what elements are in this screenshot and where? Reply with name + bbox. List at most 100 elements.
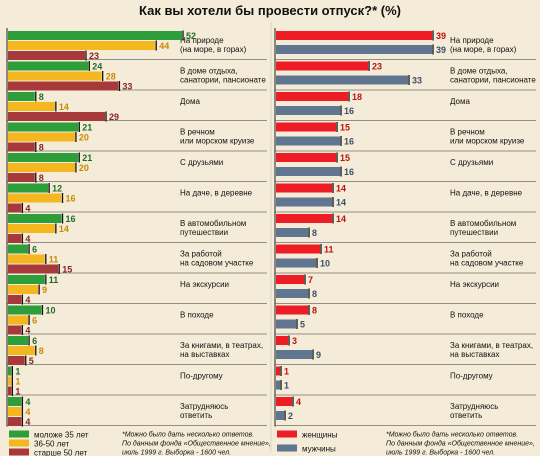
bar [276, 136, 340, 146]
data-label: 8 [39, 173, 44, 183]
data-label: 29 [109, 112, 119, 122]
category-label: На экскурсии [180, 280, 229, 289]
category-label: В доме отдыха, санатории, пансионате [180, 67, 266, 85]
data-label: 21 [82, 123, 92, 133]
bar [276, 45, 432, 54]
data-label: 16 [344, 106, 354, 116]
data-label: 16 [344, 137, 354, 147]
category-label-line: С друзьями [450, 158, 493, 167]
bar [276, 183, 332, 193]
bar [8, 224, 55, 233]
category-label: Дома [180, 97, 200, 106]
category-label-line: На экскурсии [180, 280, 229, 289]
category-label-line: ответить [450, 411, 482, 420]
legend-swatch [9, 448, 29, 456]
category-label: В автомобильном путешествии [450, 219, 516, 237]
category-label-line: (на море, в горах) [180, 45, 247, 54]
category-label-line: Затрудняюсь [180, 402, 228, 411]
data-label: 18 [352, 92, 362, 102]
data-label: 4 [25, 397, 30, 407]
category-label-line: В автомобильном [450, 219, 516, 228]
bar [8, 183, 49, 193]
data-label: 8 [39, 92, 44, 102]
data-label: 24 [92, 62, 102, 72]
footnote: *Можно было дать несколько ответов. По да… [386, 431, 535, 456]
category-label: На даче, в деревне [180, 189, 253, 198]
bar [276, 197, 332, 207]
data-label: 9 [42, 285, 47, 295]
data-label: 14 [59, 102, 69, 112]
data-label: 5 [29, 356, 34, 366]
legend-label: моложе 35 лет [34, 431, 89, 440]
bar [8, 315, 29, 325]
category-label-line: Дома [450, 97, 470, 106]
bar [8, 325, 22, 335]
bar [276, 228, 308, 237]
category-label: На природе (на море, в горах) [450, 36, 517, 54]
category-label: За работой на садовом участке [180, 250, 254, 268]
bar [8, 71, 102, 81]
bar [8, 336, 29, 345]
bar [8, 275, 45, 284]
bar [8, 31, 182, 40]
data-label: 23 [89, 51, 99, 61]
chart-title: Как вы хотели бы провести отпуск?* (%) [139, 3, 401, 18]
bar [8, 193, 62, 203]
bar [276, 397, 292, 406]
legend-swatch [277, 444, 297, 452]
category-label-line: Затрудняюсь [450, 402, 498, 411]
data-label: 4 [25, 417, 30, 427]
category-label-line: на выставках [180, 350, 230, 359]
data-label: 8 [312, 289, 317, 299]
data-label: 5 [300, 320, 305, 330]
bar [8, 142, 35, 152]
bar [8, 173, 35, 182]
data-label: 7 [308, 275, 313, 285]
bar [276, 92, 348, 101]
data-label: 33 [122, 82, 132, 92]
data-label: 8 [39, 143, 44, 153]
footnote-line: По данным фонда «Общественное мнение», [122, 440, 271, 448]
bar [8, 386, 12, 396]
data-label: 52 [186, 31, 196, 41]
category-label-line: на садовом участке [180, 259, 254, 268]
category-label-line: В речном [450, 128, 485, 137]
bar [8, 153, 79, 162]
category-label-line: путешествии [450, 228, 498, 237]
bar [276, 289, 308, 298]
category-label-line: на садовом участке [450, 259, 524, 268]
data-label: 16 [344, 167, 354, 177]
data-label: 11 [49, 275, 59, 285]
bar [276, 380, 280, 390]
data-label: 6 [32, 336, 37, 346]
data-label: 3 [292, 336, 297, 346]
data-label: 21 [82, 153, 92, 163]
bar [8, 61, 89, 71]
data-label: 4 [296, 397, 301, 407]
data-label: 16 [66, 194, 76, 204]
data-label: 11 [49, 255, 59, 265]
category-label-line: (на море, в горах) [450, 45, 517, 54]
data-label: 4 [25, 295, 30, 305]
bar [276, 122, 336, 132]
category-label-line: санатории, пансионате [450, 76, 536, 85]
bar [8, 285, 39, 294]
footnote: *Можно было дать несколько ответов. По да… [122, 431, 271, 456]
data-label: 15 [340, 123, 350, 133]
legend-label: женщины [302, 431, 338, 440]
bar [276, 153, 336, 162]
data-label: 16 [66, 214, 76, 224]
bar [276, 275, 304, 284]
category-label: В автомобильном путешествии [180, 219, 246, 237]
bar [276, 258, 316, 268]
footnote-line: июль 1999 г. Выборка - 1600 чел. [386, 449, 495, 456]
data-label: 39 [436, 31, 446, 41]
bar [8, 234, 22, 243]
bar [8, 346, 35, 355]
category-label-line: ответить [180, 411, 212, 420]
category-label-line: В доме отдыха, [450, 67, 508, 76]
data-label: 1 [15, 367, 20, 377]
bar [276, 319, 296, 329]
